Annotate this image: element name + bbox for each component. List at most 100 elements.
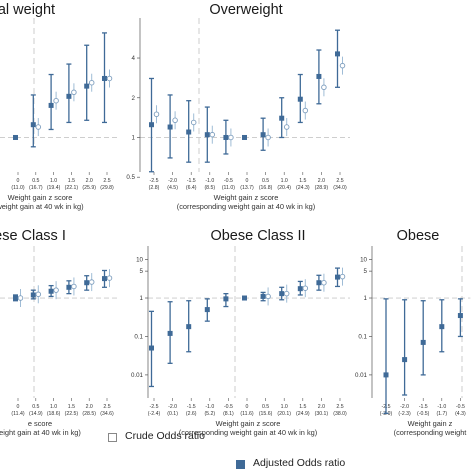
y-tick-label-4-0: 0.01 — [355, 372, 368, 379]
x-tick-kg-3-2: (2.6) — [186, 411, 197, 417]
y-tick-label-1-1: 1 — [132, 134, 136, 141]
x-axis-sublabel-4: (corresponding weight — [394, 428, 467, 437]
adjusted-point-4-1 — [402, 357, 408, 363]
x-axis-label-4: Weight gain z — [408, 419, 453, 428]
adjusted-point-3-4 — [223, 296, 229, 302]
x-tick-z-4-1: -2.0 — [400, 404, 409, 410]
y-tick-label-1-2: 2 — [132, 95, 136, 102]
x-tick-z-4-2: -1.5 — [419, 404, 428, 410]
panel-title-1: Overweight — [209, 2, 282, 18]
x-tick-kg-2-2: (18.6) — [47, 411, 61, 417]
x-tick-kg-3-8: (24.9) — [296, 411, 310, 417]
x-tick-z-3-8: 1.5 — [299, 404, 306, 410]
adjusted-point-3-6 — [260, 293, 266, 299]
x-tick-z-0-1: 0.5 — [32, 178, 39, 184]
x-tick-z-1-3: -1.0 — [205, 178, 214, 184]
adjusted-point-1-9 — [316, 73, 322, 79]
crude-point-0-1 — [35, 124, 42, 130]
x-tick-z-0-4: 2.0 — [86, 178, 93, 184]
crude-point-1-2 — [190, 119, 197, 126]
adjusted-point-1-0 — [149, 122, 154, 128]
x-tick-z-1-8: 1.5 — [299, 178, 306, 184]
crude-point-2-1 — [35, 291, 42, 298]
adjusted-point-0-3 — [66, 93, 72, 99]
y-tick-label-4-2: 1 — [364, 295, 368, 302]
adjusted-point-3-1 — [167, 330, 173, 336]
crude-point-3-8 — [302, 285, 309, 291]
x-tick-z-2-3: 1.5 — [68, 404, 75, 410]
x-axis-label-1: Weight gain z score — [214, 193, 279, 202]
crude-point-1-0 — [153, 111, 160, 117]
crude-point-3-7 — [283, 290, 290, 297]
crude-point-3-9 — [321, 279, 327, 286]
x-tick-kg-3-7: (20.1) — [277, 411, 291, 417]
x-tick-kg-2-4: (28.5) — [82, 411, 96, 417]
x-tick-kg-3-0: (-2.4) — [148, 411, 161, 417]
adjusted-point-3-7 — [279, 291, 285, 297]
legend: Crude Odds ratio Adjusted Odds ratio — [108, 430, 408, 470]
crude-point-2-5 — [106, 275, 113, 281]
y-tick-label-1-0: 0.5 — [126, 174, 135, 181]
crude-point-1-4 — [228, 134, 234, 141]
x-tick-kg-3-1: (0.1) — [167, 411, 178, 417]
x-tick-kg-1-9: (28.9) — [315, 185, 329, 191]
adjusted-point-4-0 — [383, 372, 389, 378]
crude-point-1-9 — [321, 84, 327, 91]
adjusted-point-1-3 — [204, 132, 210, 138]
x-tick-kg-2-3: (22.5) — [65, 411, 79, 417]
x-tick-z-3-7: 1.0 — [281, 404, 288, 410]
x-tick-kg-1-4: (11.0) — [222, 185, 235, 191]
crude-point-2-0 — [17, 295, 24, 301]
adjusted-point-1-7 — [279, 115, 285, 121]
x-tick-kg-1-10: (34.0) — [333, 185, 347, 191]
adjusted-point-3-9 — [316, 280, 322, 286]
x-axis-sublabel-2: eight gain at 40 wk in kg) — [0, 428, 81, 437]
adjusted-point-2-5 — [102, 276, 107, 282]
crude-point-2-2 — [53, 287, 59, 293]
crude-point-1-1 — [172, 117, 178, 124]
x-tick-kg-3-6: (15.6) — [259, 411, 273, 417]
x-tick-z-1-7: 1.0 — [281, 178, 288, 184]
adjusted-point-1-4 — [223, 134, 229, 140]
x-tick-kg-4-3: (1.7) — [436, 411, 447, 417]
x-tick-z-0-3: 1.5 — [68, 178, 75, 184]
adjusted-point-3-5 — [242, 295, 247, 301]
panel-title-4: Obese — [397, 228, 440, 244]
x-tick-z-2-1: 0.5 — [32, 404, 39, 410]
adjusted-point-1-10 — [335, 51, 340, 57]
x-tick-kg-2-0: (11.4) — [11, 411, 24, 417]
x-tick-z-3-6: 0.5 — [262, 404, 269, 410]
crude-point-0-5 — [106, 75, 113, 82]
crude-point-1-10 — [339, 62, 346, 69]
x-tick-kg-1-1: (4.5) — [167, 185, 178, 191]
x-tick-z-3-2: -1.5 — [187, 404, 196, 410]
adjusted-point-3-3 — [204, 307, 210, 313]
x-tick-kg-0-5: (29.8) — [100, 185, 114, 191]
x-tick-kg-1-0: (2.8) — [149, 185, 160, 191]
x-axis-sublabel-3: (corresponding weight gain at 40 wk in k… — [179, 428, 317, 437]
crude-point-2-4 — [88, 279, 95, 285]
adjusted-point-1-8 — [297, 96, 303, 102]
adjusted-point-1-2 — [186, 129, 192, 135]
legend-adjusted-label: Adjusted Odds ratio — [253, 457, 346, 469]
x-tick-z-1-2: -1.5 — [187, 178, 196, 184]
y-tick-label-3-3: 5 — [140, 268, 144, 275]
y-tick-label-4-4: 10 — [360, 257, 367, 264]
adjusted-point-2-0 — [13, 295, 18, 301]
x-tick-kg-3-9: (30.1) — [315, 411, 329, 417]
x-axis-sublabel-1: (corresponding weight gain at 40 wk in k… — [177, 202, 315, 211]
adjusted-point-3-8 — [297, 286, 303, 292]
adjusted-point-1-1 — [167, 124, 173, 130]
panel-title-0: rmal weight — [0, 2, 55, 18]
adjusted-point-3-0 — [149, 345, 154, 351]
x-tick-z-1-1: -2.0 — [168, 178, 177, 184]
x-tick-kg-1-3: (8.5) — [204, 185, 215, 191]
legend-adjusted-marker — [236, 460, 245, 469]
x-tick-z-1-9: 2.0 — [318, 178, 325, 184]
x-tick-kg-0-0: (11.0) — [11, 185, 24, 191]
x-axis-label-2: e score — [28, 419, 52, 428]
x-tick-z-1-10: 2.5 — [336, 178, 343, 184]
x-tick-z-4-3: -1.0 — [437, 404, 446, 410]
adjusted-point-0-2 — [48, 102, 54, 108]
